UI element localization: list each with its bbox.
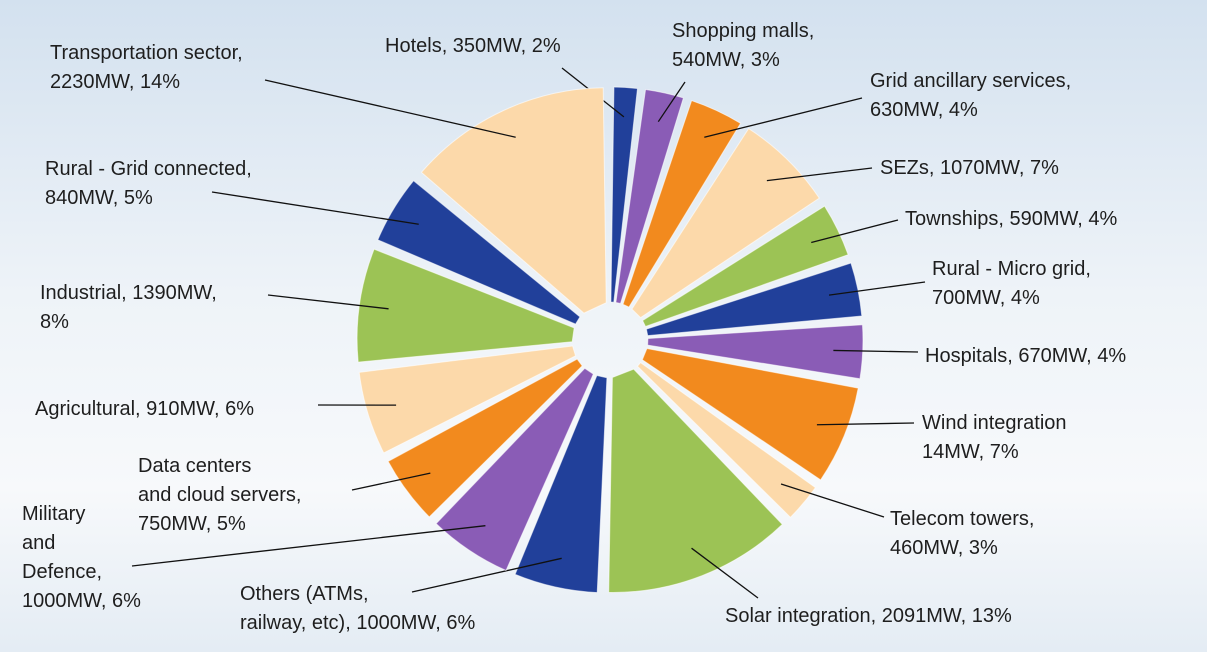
pie-slice <box>356 248 575 363</box>
slice-label: railway, etc), 1000MW, 6% <box>240 612 475 634</box>
slice-label: 1000MW, 6% <box>22 590 141 612</box>
slice-label: Others (ATMs, <box>240 583 369 605</box>
slice-label: 2230MW, 14% <box>50 71 180 93</box>
pie-slice <box>420 87 607 314</box>
pie-slice <box>377 179 581 325</box>
pie-slice <box>615 88 685 305</box>
slice-label: 750MW, 5% <box>138 513 246 535</box>
slice-label: Agricultural, 910MW, 6% <box>35 398 254 420</box>
pie-slice <box>435 367 594 572</box>
slice-label: Industrial, 1390MW, <box>40 282 217 304</box>
leader-line <box>816 422 915 426</box>
leader-line <box>828 281 926 296</box>
pie-slice <box>647 324 864 380</box>
leader-line <box>691 547 759 599</box>
leader-line <box>811 219 899 244</box>
slice-label: Shopping malls, <box>672 20 814 42</box>
pie-slice <box>636 361 817 519</box>
slice-label: 630MW, 4% <box>870 99 978 121</box>
slice-label: Grid ancillary services, <box>870 70 1071 92</box>
slice-label: Rural - Micro grid, <box>932 258 1091 280</box>
pie-slice <box>622 99 742 308</box>
pie-slice <box>610 86 639 303</box>
pie-slice <box>645 262 863 337</box>
leader-line <box>766 167 873 182</box>
slice-label: 700MW, 4% <box>932 287 1040 309</box>
slice-label: Telecom towers, <box>890 508 1035 530</box>
leader-line <box>704 97 863 138</box>
pie-slice <box>641 347 859 481</box>
slice-label: and <box>22 532 55 554</box>
slice-label: 14MW, 7% <box>922 441 1019 463</box>
leader-line <box>264 79 516 138</box>
slice-label: Hotels, 350MW, 2% <box>385 35 561 57</box>
slice-label: Military <box>22 503 85 525</box>
leader-line <box>351 472 431 491</box>
slice-label: Data centers <box>138 455 251 477</box>
pie-slice <box>608 368 784 593</box>
slice-label: Townships, 590MW, 4% <box>905 208 1118 230</box>
slice-label: Hospitals, 670MW, 4% <box>925 345 1126 367</box>
slice-label: and cloud servers, <box>138 484 301 506</box>
slice-label: 8% <box>40 311 69 333</box>
slice-label: SEZs, 1070MW, 7% <box>880 157 1059 179</box>
slice-label: 540MW, 3% <box>672 49 780 71</box>
leader-line <box>211 191 419 225</box>
slice-label: Transportation sector, <box>50 42 243 64</box>
leader-line <box>780 483 885 518</box>
slice-label: 840MW, 5% <box>45 187 153 209</box>
leader-line <box>833 349 919 353</box>
leader-line <box>657 81 686 123</box>
pie-slice <box>631 127 820 319</box>
leader-line <box>131 525 486 567</box>
leader-line <box>411 557 562 593</box>
pie-slice <box>358 345 577 454</box>
slice-label: Rural - Grid connected, <box>45 158 252 180</box>
slice-label: Wind integration <box>922 412 1067 434</box>
pie-slice <box>514 374 608 594</box>
slice-label: Defence, <box>22 561 102 583</box>
leader-line <box>267 294 389 310</box>
pie-slice <box>387 358 583 518</box>
slice-label: Solar integration, 2091MW, 13% <box>725 605 1012 627</box>
slice-label: 460MW, 3% <box>890 537 998 559</box>
